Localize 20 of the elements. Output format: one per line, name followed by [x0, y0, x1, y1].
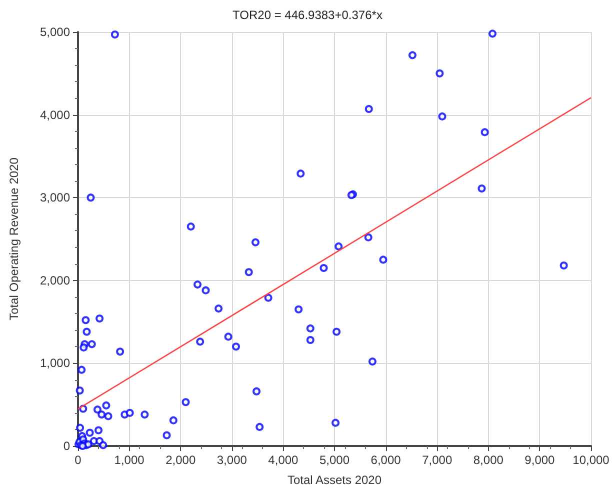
y-tick-label: 4,000 — [40, 108, 70, 122]
y-tick-label: 5,000 — [40, 25, 70, 39]
y-tick-label: 3,000 — [40, 190, 70, 205]
x-tick-label: 10,000 — [572, 453, 610, 467]
x-tick-label: 1,000 — [114, 453, 145, 467]
chart-title: TOR20 = 446.9383+0.376*x — [232, 8, 382, 22]
x-tick-label: 0 — [74, 453, 82, 467]
x-tick-label: 2,000 — [166, 453, 196, 467]
x-tick-label: 3,000 — [216, 453, 248, 467]
x-axis-title: Total Assets 2020 — [287, 473, 382, 487]
x-tick-label: 7,000 — [422, 453, 452, 467]
x-tick-label: 4,000 — [268, 453, 299, 467]
x-tick-label: 8,000 — [473, 453, 504, 467]
x-tick-label: 5,000 — [319, 453, 350, 467]
y-axis-title: Total Operating Revenue 2020 — [7, 157, 21, 320]
x-tick-label: 6,000 — [370, 453, 402, 467]
y-tick-label: 2,000 — [40, 273, 70, 288]
y-tick-label: 1,000 — [40, 356, 70, 370]
y-tick-label: 0 — [63, 439, 70, 453]
x-tick-label: 9,000 — [524, 453, 556, 467]
